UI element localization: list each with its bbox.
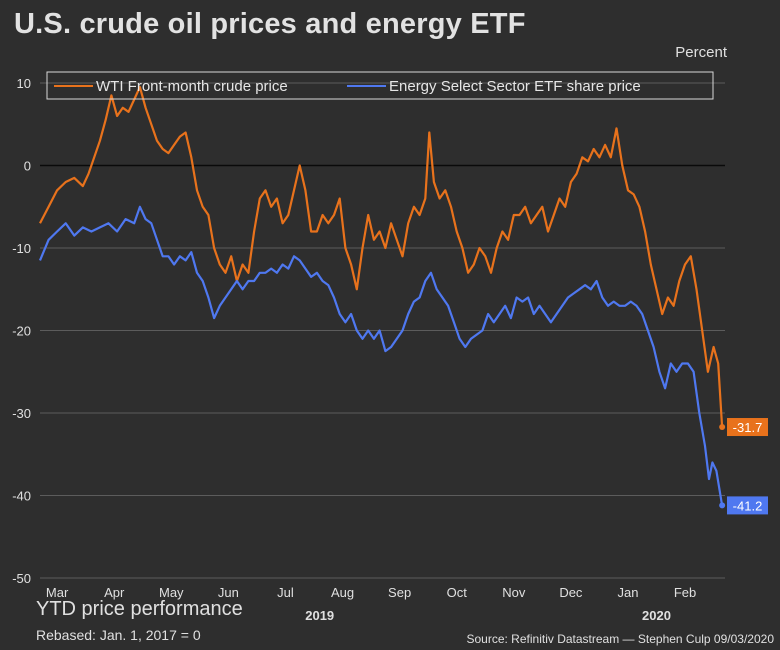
x-tick-label: Oct	[447, 585, 468, 600]
x-tick-label: Aug	[331, 585, 354, 600]
y-tick-label: 10	[17, 76, 31, 91]
y-tick-label: -10	[12, 241, 31, 256]
legend-label-etf: Energy Select Sector ETF share price	[389, 78, 641, 95]
series-layer	[38, 86, 726, 509]
chart-subtitle: YTD price performance	[36, 598, 243, 620]
y-tick-label: -20	[12, 324, 31, 339]
x-tick-label: Jan	[617, 585, 638, 600]
x-tick-label: Jun	[218, 585, 239, 600]
x-tick-label: Jul	[277, 585, 294, 600]
year-label: 2019	[305, 608, 334, 623]
y-tick-label: 0	[24, 159, 31, 174]
series-line-wti	[39, 86, 724, 428]
end-point-marker	[719, 502, 726, 509]
source-note: Source: Refinitiv Datastream — Stephen C…	[466, 632, 774, 646]
legend-label-wti: WTI Front-month crude price	[96, 78, 288, 95]
y-tick-label: -40	[12, 489, 31, 504]
y-tick-label: -50	[12, 571, 31, 586]
end-label-box	[727, 496, 768, 515]
x-tick-label: Dec	[559, 585, 583, 600]
x-tick-label: Apr	[104, 585, 125, 600]
y-tick-label: -30	[12, 406, 31, 421]
legend: WTI Front-month crude price Energy Selec…	[46, 71, 714, 100]
year-label: 2020	[642, 608, 671, 623]
x-tick-label: Mar	[46, 585, 69, 600]
end-label-value: -41.2	[733, 498, 763, 513]
legend-box	[46, 71, 714, 100]
end-label-box	[727, 418, 768, 437]
x-tick-label: Feb	[674, 585, 696, 600]
units-label: Percent	[675, 44, 727, 61]
grid	[40, 82, 725, 579]
end-point-marker	[719, 424, 726, 431]
y-axis: 10 0 -10 -20 -30 -40 -50	[12, 76, 31, 586]
end-label-value: -31.7	[733, 420, 763, 435]
chart-title: U.S. crude oil prices and energy ETF	[14, 8, 526, 40]
x-tick-label: May	[159, 585, 184, 600]
rebased-note: Rebased: Jan. 1, 2017 = 0	[36, 627, 201, 643]
end-labels: -31.7 -41.2	[727, 418, 768, 515]
series-line-etf	[38, 205, 724, 506]
x-axis: Mar Apr May Jun Jul Aug Sep Oct Nov Dec Jan Feb 2019…	[46, 585, 696, 623]
x-tick-label: Sep	[388, 585, 411, 600]
x-tick-label: Nov	[502, 585, 526, 600]
